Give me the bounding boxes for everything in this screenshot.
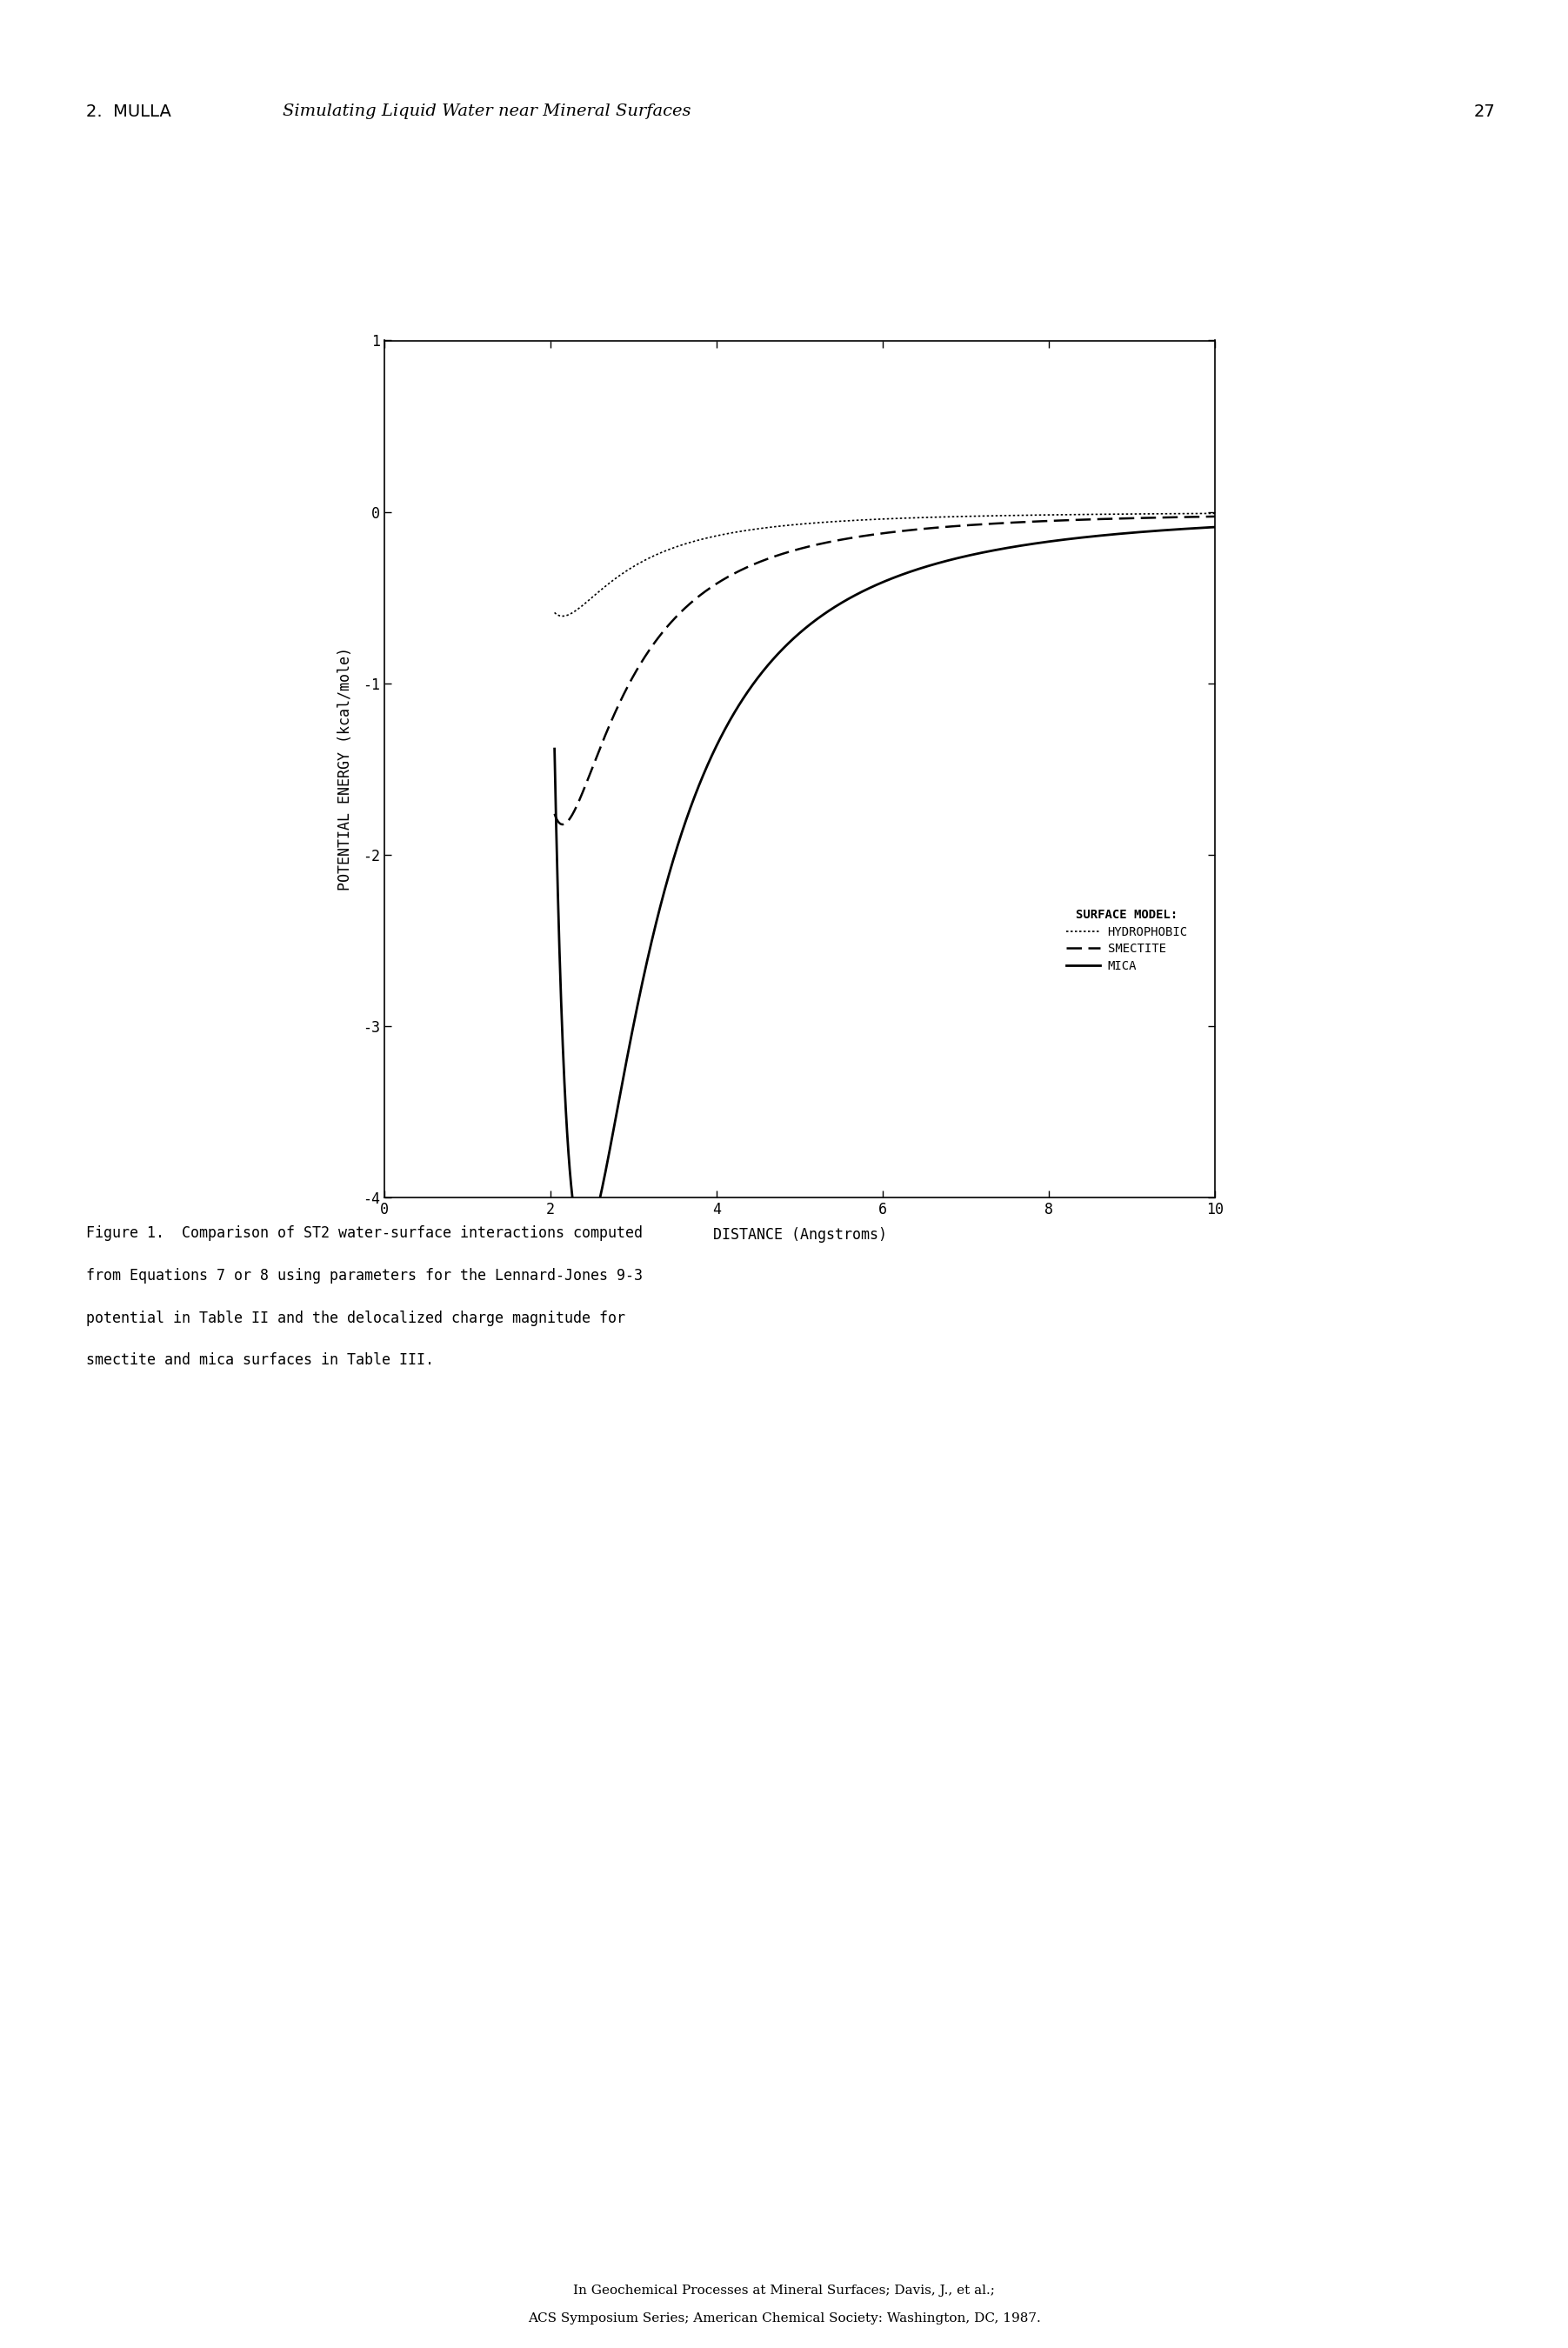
SMECTITE [1187,502,1206,531]
SMECTITE [850,524,869,552]
SMECTITE [579,763,597,791]
HYDROPHOBIC [579,587,597,615]
HYDROPHOBIC [867,505,886,533]
Text: Simulating Liquid Water near Mineral Surfaces: Simulating Liquid Water near Mineral Sur… [282,103,690,120]
Text: 2.  MULLA: 2. MULLA [86,103,171,120]
HYDROPHOBIC [546,599,564,627]
SMECTITE [867,521,886,549]
MICA [579,1223,597,1251]
Line: MICA: MICA [555,526,1215,1242]
HYDROPHOBIC [1187,500,1206,528]
SMECTITE [1066,505,1085,533]
HYDROPHOBIC [1066,500,1085,528]
Text: from Equations 7 or 8 using parameters for the Lennard-Jones 9-3: from Equations 7 or 8 using parameters f… [86,1268,643,1284]
SMECTITE [554,810,572,838]
MICA [574,1228,593,1256]
MICA [546,735,564,763]
HYDROPHOBIC [554,601,572,629]
MICA [867,571,886,599]
MICA [850,580,869,608]
Legend: HYDROPHOBIC, SMECTITE, MICA: HYDROPHOBIC, SMECTITE, MICA [1062,904,1193,977]
SMECTITE [1206,502,1225,531]
Line: SMECTITE: SMECTITE [555,517,1215,824]
X-axis label: DISTANCE (Angstroms): DISTANCE (Angstroms) [713,1228,886,1242]
Text: ACS Symposium Series; American Chemical Society: Washington, DC, 1987.: ACS Symposium Series; American Chemical … [527,2313,1041,2325]
MICA [1066,524,1085,552]
MICA [1187,514,1206,542]
Text: In Geochemical Processes at Mineral Surfaces; Davis, J., et al.;: In Geochemical Processes at Mineral Surf… [574,2285,994,2296]
HYDROPHOBIC [1187,500,1206,528]
SMECTITE [1187,502,1206,531]
Y-axis label: POTENTIAL ENERGY (kcal/mole): POTENTIAL ENERGY (kcal/mole) [337,648,353,890]
Line: HYDROPHOBIC: HYDROPHOBIC [555,514,1215,615]
MICA [1206,512,1225,540]
Text: Figure 1.  Comparison of ST2 water-surface interactions computed: Figure 1. Comparison of ST2 water-surfac… [86,1226,643,1242]
HYDROPHOBIC [1206,500,1225,528]
HYDROPHOBIC [850,507,869,535]
Text: smectite and mica surfaces in Table III.: smectite and mica surfaces in Table III. [86,1352,434,1369]
MICA [1187,514,1206,542]
Text: potential in Table II and the delocalized charge magnitude for: potential in Table II and the delocalize… [86,1310,626,1327]
SMECTITE [546,801,564,829]
Text: 27: 27 [1474,103,1496,120]
